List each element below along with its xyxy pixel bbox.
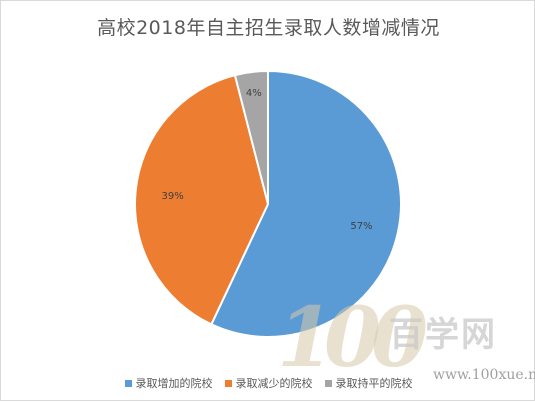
pie-slice-increase	[210, 69, 402, 338]
legend-label-decrease: 录取减少的院校	[235, 377, 313, 390]
legend-item-increase: 录取增加的院校	[124, 375, 213, 391]
chart-legend: 录取增加的院校 录取减少的院校 录取持平的院校	[1, 375, 535, 391]
pie-label-increase: 57%	[350, 221, 372, 232]
chart-title: 高校2018年自主招生录取人数增减情况	[97, 17, 440, 39]
legend-item-flat: 录取持平的院校	[324, 375, 413, 391]
legend-item-decrease: 录取减少的院校	[224, 375, 313, 391]
legend-swatch-flat	[324, 379, 332, 387]
pie-label-flat: 4%	[246, 88, 262, 99]
pie-slice-flat	[233, 69, 269, 205]
pie-slice-decrease	[134, 73, 270, 326]
legend-swatch-increase	[124, 379, 132, 387]
legend-label-flat: 录取持平的院校	[335, 377, 413, 390]
pie-label-decrease: 39%	[162, 191, 184, 202]
legend-swatch-decrease	[224, 379, 232, 387]
legend-label-increase: 录取增加的院校	[135, 377, 213, 390]
